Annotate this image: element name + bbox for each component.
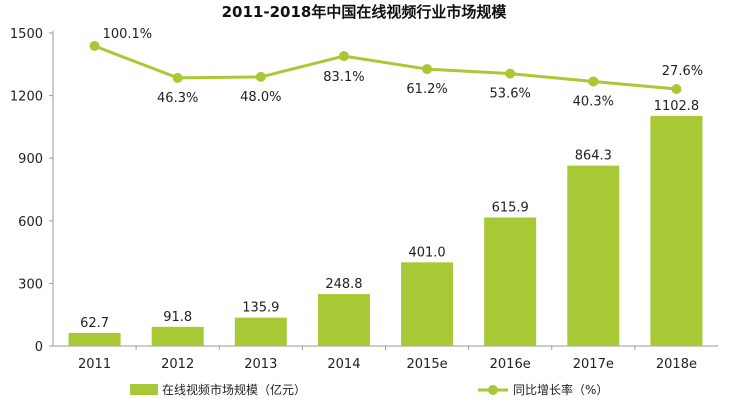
bar-value-label: 91.8 (163, 310, 192, 325)
y-tick-label: 1200 (10, 90, 43, 105)
y-tick-label: 1500 (10, 27, 43, 42)
chart-title: 2011-2018年中国在线视频行业市场规模 (222, 3, 508, 21)
bar-value-label: 135.9 (242, 301, 279, 316)
growth-rate-point (422, 64, 433, 75)
bar (401, 262, 454, 346)
bar-value-label: 401.0 (408, 245, 445, 260)
bar (317, 294, 370, 346)
bar-value-label: 615.9 (492, 200, 529, 215)
legend-line-marker (488, 385, 498, 395)
growth-rate-point (588, 76, 599, 87)
growth-rate-label: 53.6% (490, 87, 531, 102)
y-tick-label: 300 (18, 277, 43, 292)
x-tick-label: 2015e (407, 357, 448, 372)
bar (68, 332, 121, 346)
growth-rate-label: 100.1% (103, 27, 153, 42)
growth-rate-label: 61.2% (406, 82, 447, 97)
growth-rate-point (505, 68, 516, 79)
x-tick-label: 2016e (490, 357, 531, 372)
growth-rate-point (172, 72, 183, 83)
growth-rate-label: 27.6% (662, 64, 703, 79)
bar (567, 165, 620, 346)
growth-rate-point (255, 71, 266, 82)
x-tick-label: 2017e (573, 357, 614, 372)
y-tick-label: 0 (35, 340, 43, 355)
x-tick-label: 2014 (327, 357, 360, 372)
growth-rate-point (671, 84, 682, 94)
y-tick-label: 600 (18, 215, 43, 230)
x-tick-label: 2011 (78, 357, 111, 372)
bar-value-label: 864.3 (575, 149, 612, 164)
bar (234, 317, 287, 346)
legend: 在线视频市场规模（亿元） 同比增长率（%） (130, 382, 608, 397)
growth-rate-label: 48.0% (240, 90, 281, 105)
bar (151, 326, 204, 346)
y-tick-label: 900 (18, 152, 43, 167)
growth-rate-point (338, 51, 349, 62)
growth-rate-label: 40.3% (573, 94, 614, 109)
bar (650, 115, 703, 346)
bar-value-label: 248.8 (325, 277, 362, 292)
x-tick-label: 2013 (244, 357, 277, 372)
growth-rate-label: 83.1% (323, 70, 364, 85)
x-tick-label: 2012 (161, 357, 194, 372)
bar (484, 217, 537, 346)
legend-bar-swatch (130, 384, 158, 395)
bar-value-label: 62.7 (80, 316, 109, 331)
x-tick-label: 2018e (656, 357, 697, 372)
plot-area: 0 300 600 900 1200 1500 2011 62.7 2012 91.8 2013 13… (10, 27, 718, 372)
bar-value-label: 1102.8 (654, 99, 700, 114)
legend-line-label: 同比增长率（%） (513, 382, 608, 397)
growth-rate-label: 46.3% (157, 91, 198, 106)
legend-bar-label: 在线视频市场规模（亿元） (162, 382, 306, 397)
growth-rate-point (89, 41, 100, 51)
growth-rate-line (94, 44, 677, 91)
